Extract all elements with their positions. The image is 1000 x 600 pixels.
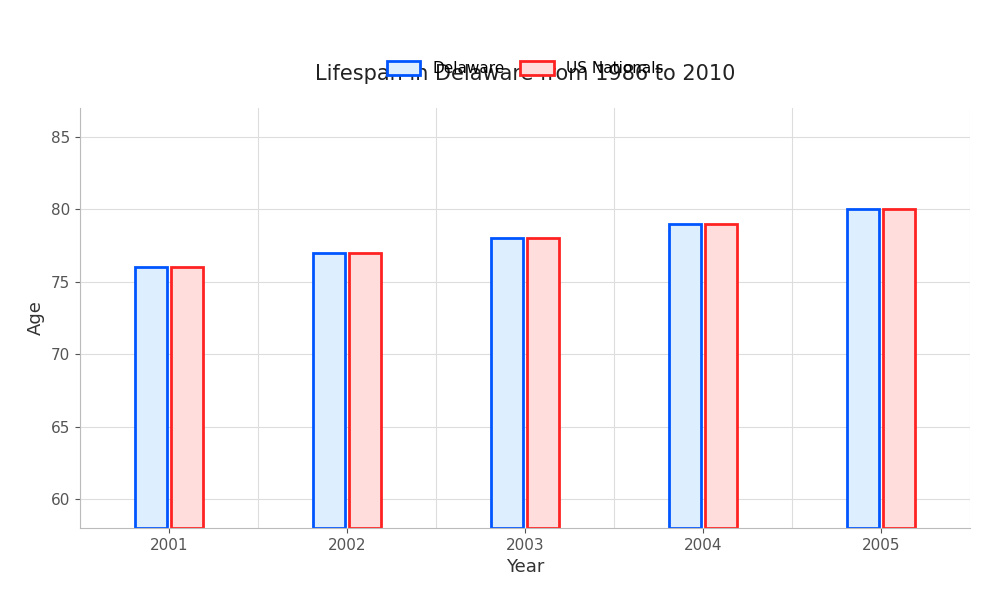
- Bar: [847, 209, 879, 528]
- Bar: [491, 238, 523, 528]
- Bar: [669, 224, 701, 528]
- Bar: [135, 268, 167, 528]
- Bar: [883, 209, 915, 528]
- Legend: Delaware, US Nationals: Delaware, US Nationals: [387, 61, 663, 76]
- Title: Lifespan in Delaware from 1986 to 2010: Lifespan in Delaware from 1986 to 2010: [315, 64, 735, 84]
- Y-axis label: Age: Age: [27, 301, 45, 335]
- X-axis label: Year: Year: [506, 558, 544, 576]
- Bar: [349, 253, 381, 528]
- Bar: [171, 268, 203, 528]
- Bar: [705, 224, 737, 528]
- Bar: [313, 253, 345, 528]
- Bar: [527, 238, 559, 528]
